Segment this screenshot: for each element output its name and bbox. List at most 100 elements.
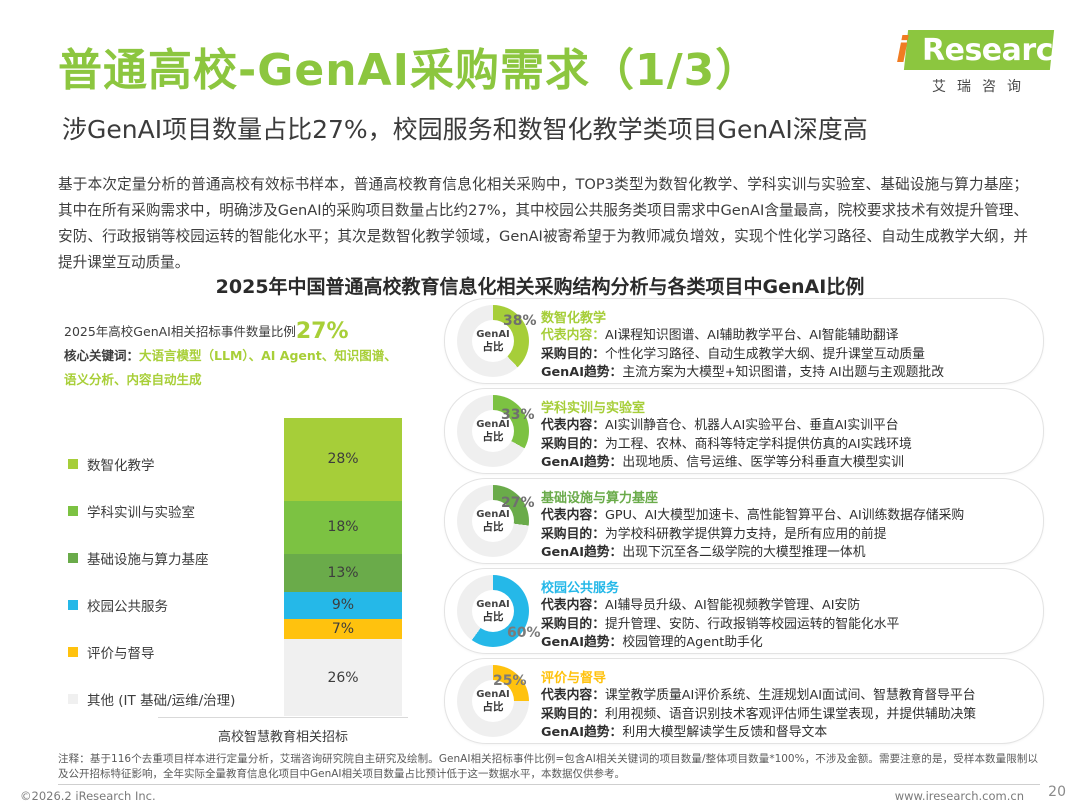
logo-mark: i Research xyxy=(874,26,1074,74)
keyword-prefix: 2025年高校GenAI相关招标事件数量比例 xyxy=(64,324,296,339)
stacked-bar-chart: 28% 18% 13% 9% 7% 26% xyxy=(284,418,402,716)
legend-swatch-icon xyxy=(68,646,78,657)
category-card[interactable]: GenAI 占比 27% 基础设施与算力基座 代表内容：GPU、AI大模型加速卡、高性能… xyxy=(444,478,1044,564)
card-detail-line: GenAI趋势：出现地质、信号运维、医学等分科垂直大模型实训 xyxy=(541,454,1025,473)
card-detail-text: GPU、AI大模型加速卡、高性能智算平台、AI训练数据存储采购 xyxy=(604,508,965,523)
footnote: 注释：基于116个去重项目样本进行定量分析，艾瑞咨询研究院自主研究及绘制。Gen… xyxy=(58,753,1038,780)
card-detail-text: 出现下沉至各二级学院的大模型推理一体机 xyxy=(622,545,866,561)
card-detail-line: GenAI趋势：主流方案为大模型+知识图谱，支持 AI出题与主观题批改 xyxy=(541,364,1025,383)
card-detail-line: 采购目的：提升管理、安防、行政报销等校园运转的智能化水平 xyxy=(541,616,1025,635)
donut-label-bottom: 占比 xyxy=(482,521,504,533)
page-subtitle: 涉GenAI项目数量占比27%，校园服务和数智化教学类项目GenAI深度高 xyxy=(62,115,868,144)
legend-item: 其他 (IT 基础/运维/治理) xyxy=(68,675,288,722)
card-detail-line: GenAI趋势：校园管理的Agent助手化 xyxy=(541,634,1025,653)
card-detail-label: GenAI趋势： xyxy=(541,725,623,741)
card-detail-text: 利用视频、语音识别技术客观评估师生课堂表现，并提供辅助决策 xyxy=(604,706,977,722)
logo-chinese-name: 艾瑞咨询 xyxy=(932,79,1032,95)
bar-segment: 18% xyxy=(284,500,402,554)
chart-axis-label: 高校智慧教育相关招标 xyxy=(218,730,349,745)
category-card[interactable]: GenAI 占比 60% 校园公共服务 代表内容：AI辅导员升级、AI智能视频教学管理、… xyxy=(444,568,1044,654)
donut-percentage-value: 38% xyxy=(503,313,537,329)
card-detail-line: 代表内容：AI实训静音仓、机器人AI实验平台、垂直AI实训平台 xyxy=(541,417,1025,436)
donut-label-top: GenAI xyxy=(476,509,510,520)
left-chart-column: 2025年高校GenAI相关招标事件数量比例27% 核心关键词：大语言模型（LL… xyxy=(58,300,434,745)
card-detail-line: 采购目的：利用视频、语音识别技术客观评估师生课堂表现，并提供辅助决策 xyxy=(541,706,1025,725)
donut-label-top: GenAI xyxy=(476,329,510,340)
card-detail-label: 代表内容： xyxy=(541,418,605,433)
genai-share-donut-chart: GenAI 占比 27% xyxy=(457,485,535,557)
donut-label-top: GenAI xyxy=(476,689,510,700)
keyword-percentage: 27% xyxy=(295,319,349,344)
bar-segment: 9% xyxy=(284,592,402,619)
donut-percentage-value: 60% xyxy=(507,625,541,641)
donut-center-label: GenAI 占比 xyxy=(472,320,514,362)
card-detail-label: 代表内容： xyxy=(541,688,605,703)
legend-label: 其他 (IT 基础/运维/治理) xyxy=(87,692,236,709)
donut-percentage-value: 25% xyxy=(493,673,527,689)
legend-swatch-icon xyxy=(68,693,78,704)
card-detail-text: 课堂教学质量AI评价系统、生涯规划AI面试间、智慧教育督导平台 xyxy=(604,688,976,703)
chart-axis-line xyxy=(158,717,408,718)
card-detail-label: 采购目的： xyxy=(541,526,605,542)
keyword-box: 2025年高校GenAI相关招标事件数量比例27% 核心关键词：大语言模型（LL… xyxy=(64,320,416,392)
card-body: 基础设施与算力基座 代表内容：GPU、AI大模型加速卡、高性能智算平台、AI训练数… xyxy=(541,487,1025,563)
card-detail-line: 采购目的：为工程、农林、商科等特定学科提供仿真的AI实践环境 xyxy=(541,436,1025,455)
card-detail-text: 提升管理、安防、行政报销等校园运转的智能化水平 xyxy=(604,616,900,632)
bar-segment: 28% xyxy=(284,418,402,501)
donut-center-label: GenAI 占比 xyxy=(472,590,514,632)
card-detail-text: 主流方案为大模型+知识图谱，支持 AI出题与主观题批改 xyxy=(622,365,945,381)
bar-segment-value: 18% xyxy=(327,519,359,536)
card-detail-label: GenAI趋势： xyxy=(541,635,623,651)
bar-segment: 26% xyxy=(284,639,402,716)
bar-segment: 7% xyxy=(284,618,402,640)
card-detail-line: 采购目的：为学校科研教学提供算力支持，是所有应用的前提 xyxy=(541,526,1025,545)
bar-segment-value: 9% xyxy=(331,597,355,614)
card-detail-label: 代表内容： xyxy=(541,328,605,343)
website-url: www.iresearch.com.cn xyxy=(894,789,1024,803)
card-detail-text: 为工程、农林、商科等特定学科提供仿真的AI实践环境 xyxy=(604,436,912,452)
card-detail-text: AI课程知识图谱、AI辅助教学平台、AI智能辅助翻译 xyxy=(604,328,899,343)
card-detail-line: 采购目的：个性化学习路径、自动生成教学大纲、提升课堂互动质量 xyxy=(541,346,1025,365)
page-number: 20 xyxy=(1048,784,1066,800)
card-detail-text: 个性化学习路径、自动生成教学大纲、提升课堂互动质量 xyxy=(604,346,925,362)
donut-label-top: GenAI xyxy=(476,599,510,610)
keyword-label: 核心关键词： xyxy=(64,348,140,363)
legend-item: 评价与督导 xyxy=(68,628,288,675)
donut-label-bottom: 占比 xyxy=(482,611,504,623)
bar-segment: 13% xyxy=(284,553,402,593)
card-detail-label: 代表内容： xyxy=(541,508,605,523)
logo-letter-i: i xyxy=(896,30,909,71)
card-detail-text: 为学校科研教学提供算力支持，是所有应用的前提 xyxy=(604,526,887,542)
category-card[interactable]: GenAI 占比 38% 数智化教学 代表内容：AI课程知识图谱、AI辅助教学平台、AI… xyxy=(444,298,1044,384)
legend-item: 基础设施与算力基座 xyxy=(68,534,288,581)
donut-percentage-value: 33% xyxy=(501,407,535,423)
donut-percentage-value: 27% xyxy=(501,495,535,511)
legend-swatch-icon xyxy=(68,458,78,469)
category-card[interactable]: GenAI 占比 25% 评价与督导 代表内容：课堂教学质量AI评价系统、生涯规划AI面… xyxy=(444,658,1044,744)
card-detail-line: GenAI趋势：出现下沉至各二级学院的大模型推理一体机 xyxy=(541,544,1025,563)
legend-item: 数智化教学 xyxy=(68,440,288,487)
donut-label-bottom: 占比 xyxy=(482,431,504,443)
bar-segment-value: 26% xyxy=(327,669,359,686)
legend-label: 校园公共服务 xyxy=(87,598,168,615)
keyword-line-3: 语义分析、内容自动生成 xyxy=(64,368,416,392)
card-body: 数智化教学 代表内容：AI课程知识图谱、AI辅助教学平台、AI智能辅助翻译 采购目的… xyxy=(541,307,1025,383)
legend-item: 校园公共服务 xyxy=(68,581,288,628)
bar-segment-value: 7% xyxy=(331,620,355,637)
genai-share-donut-chart: GenAI 占比 38% xyxy=(457,305,537,377)
bar-segment-value: 28% xyxy=(327,451,359,468)
logo-wordmark: Research xyxy=(922,33,1074,68)
card-detail-label: GenAI趋势： xyxy=(541,545,623,561)
donut-label-top: GenAI xyxy=(476,419,510,430)
category-card[interactable]: GenAI 占比 33% 学科实训与实验室 代表内容：AI实训静音仓、机器人AI实验平台… xyxy=(444,388,1044,474)
iresearch-logo: i Research 艾瑞咨询 xyxy=(874,26,1074,100)
donut-center-label: GenAI 占比 xyxy=(472,410,514,452)
donut-center-label: GenAI 占比 xyxy=(472,500,514,542)
card-detail-label: 采购目的： xyxy=(541,436,605,452)
legend-label: 基础设施与算力基座 xyxy=(87,551,209,568)
chart-legend: 数智化教学 学科实训与实验室基础设施与算力基座 校园公共服务评价与督导其他 (IT … xyxy=(68,440,288,722)
category-card-list: GenAI 占比 38% 数智化教学 代表内容：AI课程知识图谱、AI辅助教学平台、AI… xyxy=(444,298,1044,748)
lead-paragraph: 基于本次定量分析的普通高校有效标书样本，普通高校教育信息化相关采购中，TOP3类… xyxy=(58,176,1028,271)
legend-item: 学科实训与实验室 xyxy=(68,487,288,534)
